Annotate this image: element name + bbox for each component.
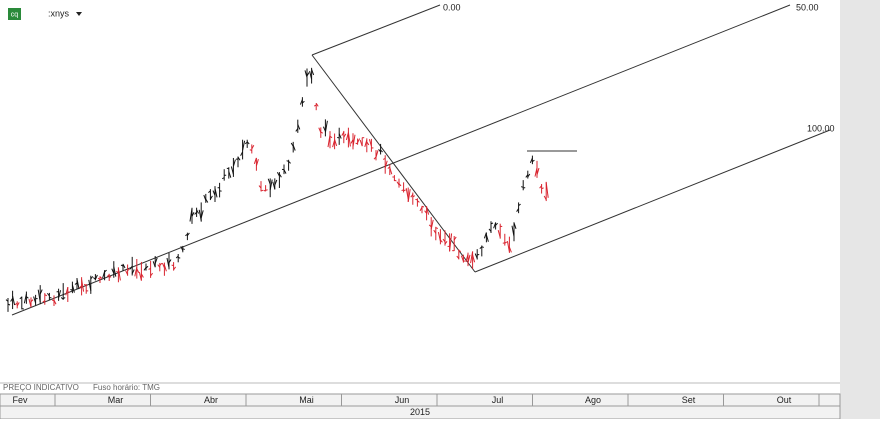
pitchfork — [12, 5, 830, 315]
footer-note: PREÇO INDICATIVO — [3, 383, 79, 392]
price-close — [482, 247, 484, 248]
symbol[interactable]: :xnys — [48, 8, 70, 18]
month-label: Mai — [299, 395, 314, 405]
price-close — [542, 188, 544, 189]
month-label: Abr — [204, 395, 218, 405]
month-label: Out — [777, 395, 792, 405]
dropdown-arrow[interactable] — [76, 12, 82, 16]
month-label: Mar — [108, 395, 124, 405]
side-strip — [840, 0, 880, 419]
month-label: Jul — [492, 395, 504, 405]
price-open — [70, 290, 72, 291]
badge: cq — [11, 11, 19, 18]
level-label: 0.00 — [443, 2, 461, 12]
price-close — [68, 292, 70, 293]
month-label: Ago — [585, 395, 601, 405]
price-open — [227, 168, 229, 169]
level-label: 50.00 — [796, 2, 819, 12]
timezone: Fuso horário: TMG — [93, 383, 160, 392]
month-label: Fev — [12, 395, 28, 405]
month-row — [0, 394, 840, 406]
price-open — [287, 161, 289, 162]
price-open — [172, 265, 174, 266]
price-close — [422, 206, 424, 207]
price-open — [402, 190, 404, 191]
price-close — [183, 249, 185, 250]
price-open — [356, 143, 358, 144]
price-bars — [6, 68, 548, 312]
month-label: Set — [682, 395, 696, 405]
level-label: 100.00 — [807, 123, 835, 133]
price-open — [250, 150, 252, 151]
month-label: Jun — [395, 395, 410, 405]
price-open — [521, 187, 523, 188]
price-close — [266, 190, 268, 191]
year-label: 2015 — [410, 407, 430, 417]
